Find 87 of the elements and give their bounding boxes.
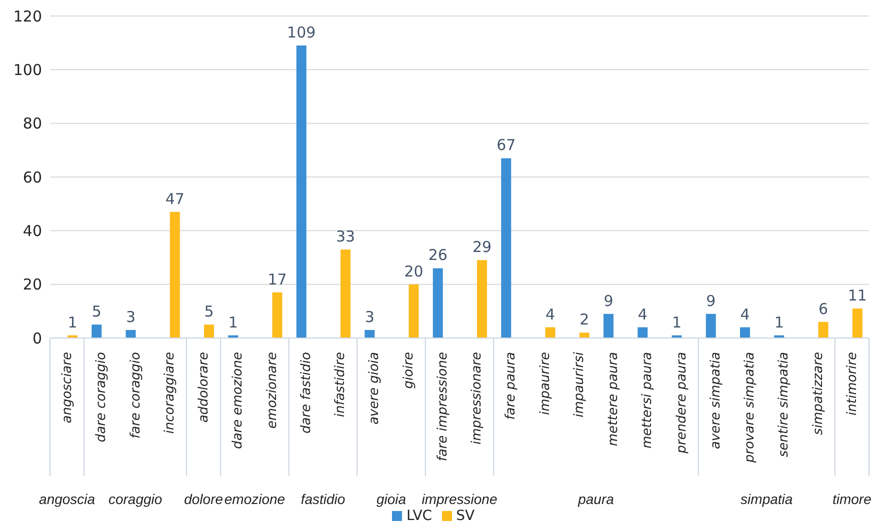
text: fastidio: [300, 491, 346, 507]
y-tick-label: 20: [22, 276, 42, 294]
data-label: 4: [638, 305, 648, 324]
bar: [852, 308, 862, 338]
data-label: 1: [68, 313, 78, 332]
bar: [706, 314, 716, 338]
data-label: 67: [496, 136, 516, 154]
bar: [170, 212, 180, 338]
x-tick-label: fare paura: [504, 352, 519, 420]
data-label: 47: [165, 190, 184, 208]
bar: [740, 327, 750, 338]
x-tick-label: mettersi paura: [640, 352, 656, 448]
x-tick-label: incoraggiare: [162, 352, 178, 434]
bar: [408, 284, 419, 338]
text: dolore: [184, 491, 224, 507]
text: paura: [577, 491, 614, 507]
x-tick-label: emozionare: [264, 352, 280, 429]
data-label: 20: [404, 262, 424, 280]
text: angoscia: [39, 491, 96, 507]
x-tick-label: infastidire: [333, 352, 348, 418]
x-tick-label: sentire simpatia: [776, 352, 792, 458]
x-tick-label: impaurire: [538, 352, 553, 416]
legend-label: SV: [456, 508, 475, 524]
x-tick-label: dare fastidio: [298, 352, 314, 434]
x-tick-label: avere gioia: [367, 352, 382, 425]
x-tick-label: mettere paura: [606, 352, 622, 446]
data-label: 3: [364, 308, 374, 326]
data-label: 9: [604, 292, 614, 310]
data-label: 109: [287, 24, 316, 42]
x-tick-label: impressionare: [470, 352, 485, 445]
data-label: 33: [336, 227, 356, 246]
bar: [432, 268, 443, 338]
x-tick-label: dare emozione: [230, 352, 246, 449]
text: impressione: [422, 491, 498, 507]
y-tick-label: 100: [13, 60, 42, 79]
text: simpatia: [740, 491, 793, 507]
data-label: 6: [818, 300, 828, 318]
bar: [204, 324, 214, 338]
bar: [340, 249, 351, 338]
x-tick-label: prendere paura: [674, 352, 690, 454]
text: coraggio: [108, 491, 162, 507]
y-tick-label: 40: [22, 222, 42, 240]
x-tick-label: fare coraggio: [128, 352, 144, 438]
bar: [545, 327, 556, 338]
data-label: 26: [428, 246, 448, 264]
x-tick-label: angosciare: [60, 352, 76, 424]
data-label: 11: [848, 286, 867, 304]
data-label: 1: [774, 313, 784, 332]
bar: [92, 324, 102, 338]
x-tick-label: intimorire: [844, 352, 860, 416]
bar: [818, 322, 828, 338]
data-label: 5: [92, 302, 102, 321]
data-label: 1: [228, 313, 238, 332]
bar: [126, 330, 136, 338]
data-label: 2: [580, 310, 590, 329]
bar: [364, 330, 375, 338]
x-tick-label: fare impressione: [435, 352, 450, 462]
bar: [296, 46, 306, 338]
x-tick-label: addolorare: [196, 352, 212, 423]
x-tick-label: gioire: [401, 352, 416, 389]
y-tick-label: 80: [22, 114, 42, 133]
text: timore: [832, 491, 872, 507]
data-label: 29: [472, 238, 492, 256]
data-label: 1: [672, 313, 682, 332]
data-label: 5: [204, 302, 214, 321]
x-tick-label: avere simpatia: [708, 352, 724, 450]
x-tick-label: simpatizzare: [810, 352, 826, 435]
x-tick-label: provare simpatia: [742, 352, 758, 464]
text: emozione: [224, 491, 286, 507]
data-label: 3: [126, 308, 136, 326]
data-label: 4: [545, 305, 556, 324]
legend-label: LVC: [406, 508, 432, 524]
text: gioia: [376, 491, 406, 507]
y-tick-label: 0: [32, 329, 42, 348]
y-tick-label: 120: [13, 7, 42, 26]
data-label: 17: [268, 270, 287, 288]
y-tick-label: 60: [22, 168, 42, 186]
bar: [604, 314, 614, 338]
bar: [501, 158, 512, 338]
data-label: 4: [740, 305, 750, 324]
bar: [579, 332, 590, 338]
x-tick-label: dare coraggio: [94, 352, 110, 442]
bar: [477, 260, 488, 338]
bar: [272, 292, 282, 338]
x-tick-label: impaurirsi: [572, 352, 587, 418]
data-label: 9: [706, 292, 716, 310]
bar: [638, 327, 648, 338]
